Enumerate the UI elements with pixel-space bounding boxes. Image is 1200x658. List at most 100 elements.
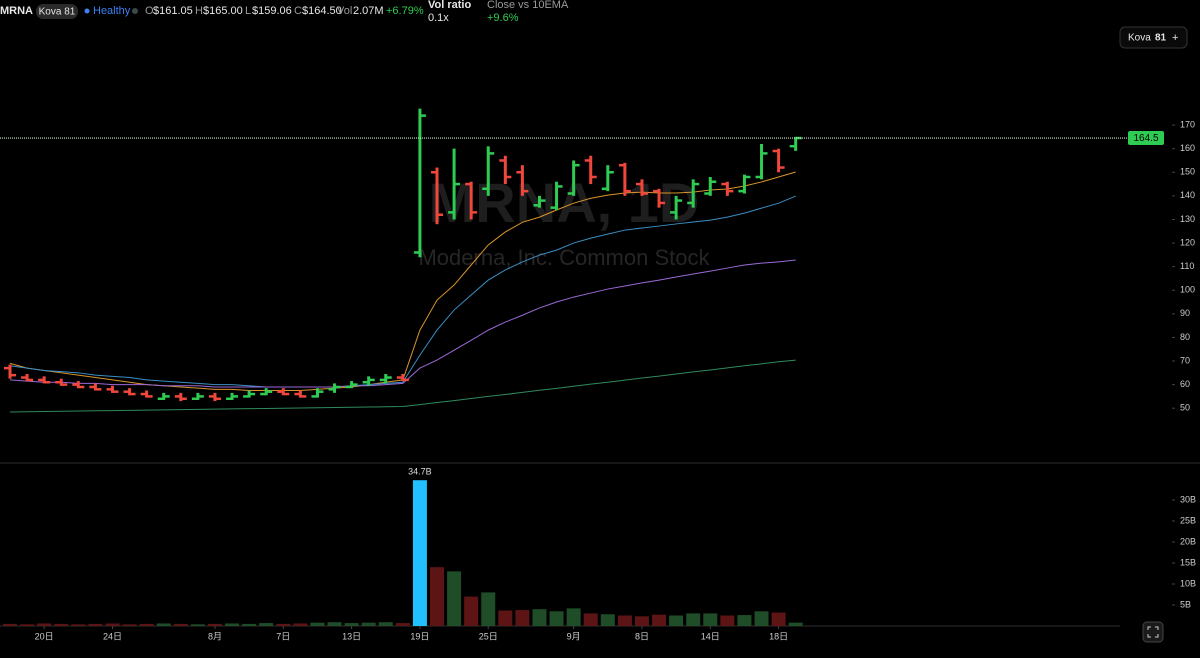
volume-bar: [430, 567, 444, 626]
volume-bar: [532, 609, 547, 626]
volume-bar: [207, 623, 222, 626]
volume-bar: [88, 623, 103, 626]
y-tick-label: 25B: [1180, 515, 1196, 525]
x-tick-label: 8日: [635, 631, 649, 641]
moving-average-line: [9, 359, 796, 413]
y-tick-label: 50: [1180, 403, 1190, 413]
open-label: O: [145, 5, 154, 17]
volume: 2.07M: [353, 5, 384, 17]
x-tick-label: 7日: [276, 631, 290, 641]
button-bg[interactable]: [1119, 26, 1188, 49]
y-tick-label: 30B: [1180, 494, 1196, 504]
button-plus[interactable]: +: [1172, 32, 1178, 44]
expand-icon[interactable]: [1147, 626, 1159, 638]
y-tick-label: 170: [1180, 119, 1195, 129]
header: MRNA Kova 81 Healthy O $161.05 H $165.00…: [0, 0, 569, 24]
volume-bar: [412, 480, 427, 626]
y-tick-label: 15B: [1180, 557, 1196, 567]
volume-bar: [105, 623, 120, 626]
volume-bar: [549, 611, 564, 626]
x-tick-label: 25日: [479, 631, 498, 641]
volume-bar: [788, 622, 803, 626]
y-tick-label: 100: [1180, 285, 1195, 295]
x-tick-label: 20日: [35, 631, 54, 641]
volume-bar: [361, 622, 376, 626]
volume-bar: [139, 623, 154, 626]
volume-bar: [259, 623, 274, 626]
y-tick-label: 20B: [1180, 536, 1196, 546]
button-value[interactable]: 81: [1155, 33, 1167, 44]
volume-bar: [566, 608, 581, 626]
volume-bar: [464, 596, 479, 626]
x-tick-label: 14日: [701, 631, 720, 641]
expand-bg[interactable]: [1142, 621, 1164, 643]
y-tick-label: 80: [1180, 332, 1190, 342]
button-label[interactable]: Kova: [1128, 33, 1151, 44]
open: $161.05: [153, 5, 193, 17]
volume-bar: [378, 622, 393, 626]
volume-bar: [344, 623, 359, 626]
close: $164.50: [302, 5, 342, 17]
y-tick-label: 160: [1180, 143, 1195, 153]
moving-average-line: [9, 259, 796, 388]
volume-bar: [652, 614, 667, 626]
y-tick-label: 70: [1180, 355, 1190, 365]
x-tick-label: 9月: [567, 631, 581, 641]
kova-button[interactable]: Kova 81 +: [1119, 26, 1188, 49]
volume-bar: [37, 623, 52, 626]
current-price-label: 164.5: [1133, 133, 1158, 144]
high-label: H: [195, 5, 203, 17]
volume-bar: [122, 624, 137, 626]
y-tick-label: 110: [1180, 261, 1194, 271]
volume-bar: [20, 624, 35, 626]
low-label: L: [245, 5, 251, 17]
y-tick-label: 5B: [1180, 599, 1191, 609]
y-tick-label: 60: [1180, 379, 1190, 389]
watermark-name: Moderna, Inc. Common Stock: [418, 245, 710, 270]
y-tick-label: 150: [1180, 167, 1195, 177]
volume-bar: [737, 615, 752, 626]
high: $165.00: [203, 5, 243, 17]
y-tick-label: 120: [1180, 237, 1195, 247]
volume-bar: [225, 623, 240, 626]
volume-bar: [515, 610, 530, 626]
volume-bar: [669, 615, 684, 626]
x-tick-label: 24日: [103, 631, 122, 641]
volume-bar: [583, 613, 598, 626]
volume-bar: [327, 622, 342, 626]
volume-bar: [54, 623, 69, 626]
volume-bar: [617, 615, 632, 626]
volume-bar: [310, 622, 325, 626]
volume-bar: [395, 623, 410, 626]
change: +6.79%: [386, 5, 424, 17]
close-label: C: [294, 5, 302, 17]
volume-bar: [600, 614, 615, 626]
status: Healthy: [93, 5, 131, 17]
volume-bar: [754, 611, 769, 626]
volume-bar: [634, 616, 649, 626]
volume-bar: [190, 624, 205, 626]
volume-bar: [686, 613, 701, 626]
y-tick-label: 130: [1180, 214, 1195, 224]
x-tick-label: 8月: [208, 631, 222, 641]
ema-label: Close vs 10EMA: [487, 0, 569, 11]
volume-bar: [276, 623, 291, 626]
x-tick-label: 19日: [410, 631, 429, 641]
volume-bar: [242, 623, 257, 626]
y-tick-label: 140: [1180, 190, 1195, 200]
x-tick-label: 13日: [342, 631, 361, 641]
moving-average-line: [9, 195, 796, 388]
y-tick-label: 90: [1180, 308, 1190, 318]
expand-button[interactable]: [1142, 621, 1164, 643]
status-icon: [132, 8, 138, 14]
vol-ratio: 0.1x: [428, 12, 449, 24]
volume-bar: [71, 624, 86, 626]
volume-bar: [771, 612, 786, 626]
x-tick-label: 18日: [769, 631, 788, 641]
current-price-box: [1128, 131, 1164, 146]
volume-bar: [173, 623, 188, 626]
volume-bar: [481, 592, 496, 626]
y-tick-label: 10B: [1180, 578, 1196, 588]
ema-value: +9.6%: [487, 12, 519, 24]
